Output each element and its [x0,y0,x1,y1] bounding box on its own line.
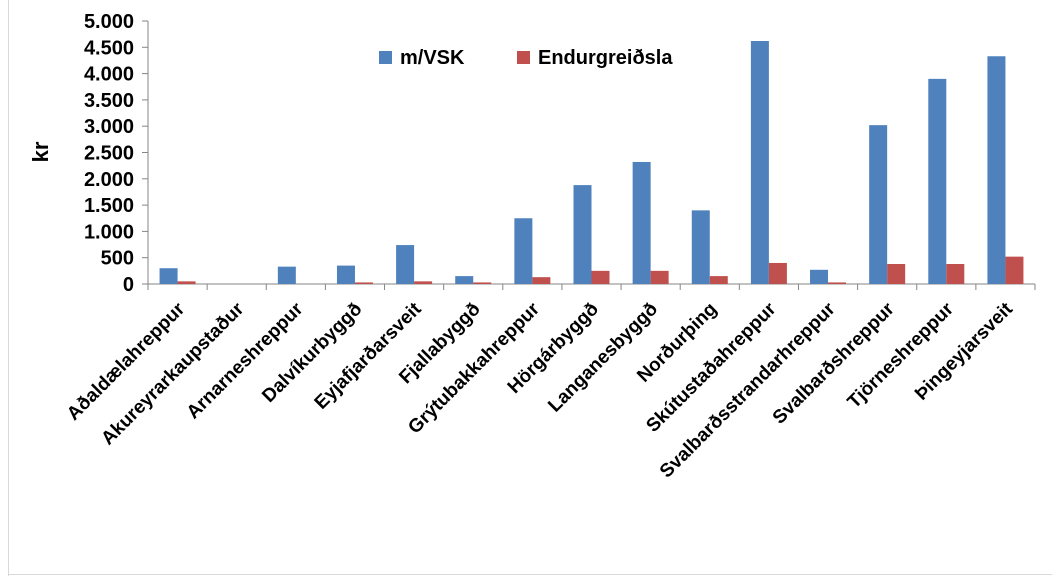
bar-series-1 [987,56,1006,284]
bar-series-2 [354,282,373,284]
bar-series-1 [810,269,829,284]
bar-series-2 [532,277,551,284]
x-axis [147,283,1036,290]
bar-series-1 [159,268,178,284]
bars [159,40,1024,284]
legend-swatch-series-1 [379,51,392,64]
y-tick-label: 2.500 [84,143,134,165]
bar-series-2 [709,276,728,284]
x-tick-label: Tjörneshreppur [844,298,959,413]
bar-series-2 [946,264,965,284]
bar-series-1 [750,40,769,284]
y-axis-label: kr [28,141,53,162]
y-tick-label: 3.500 [84,90,134,112]
bar-series-2 [887,264,906,284]
y-tick-label: 3.000 [84,116,134,138]
bar-series-1 [928,78,947,284]
bar-series-2 [591,270,610,284]
x-tick-label: Langanesbyggð [544,299,662,417]
bar-series-2 [768,262,787,284]
bar-series-2 [177,281,196,284]
bar-series-1 [573,185,592,284]
y-tick-label: 1.500 [84,195,134,217]
y-tick-label: 4.000 [84,64,134,86]
x-tick-label: Dalvíkurbyggð [258,299,366,407]
y-axis: 0 500 1.000 1.500 2.000 2.500 3.000 3.500 4.000 4… [84,11,149,296]
bar-series-2 [650,270,669,284]
y-tick-label: 0 [123,274,134,296]
bar-series-1 [336,265,355,284]
x-tick-labels: AðaldælahreppurAkureyrarkaupstaðurArnarn… [63,298,1017,482]
bar-series-2 [1005,256,1024,284]
legend: m/VSK Endurgreiðsla [379,47,673,69]
bar-series-1 [869,125,888,284]
legend-label-series-1: m/VSK [400,47,465,69]
bar-series-1 [455,276,474,284]
frame-border-left [8,0,9,576]
y-tick-label: 1.000 [84,221,134,243]
bar-series-1 [514,218,533,284]
legend-swatch-series-2 [517,51,530,64]
bar-series-1 [632,161,651,284]
bar-series-1 [277,266,296,284]
y-tick-label: 4.500 [84,37,134,59]
bar-series-1 [396,245,415,284]
bar-series-2 [828,282,847,284]
x-tick-label: Eyjafjarðarsveit [311,298,426,413]
bar-series-1 [691,210,710,284]
y-tick-label: 500 [101,248,134,270]
bar-series-2 [414,281,433,284]
frame-border-bottom [8,574,1052,575]
y-tick-label: 2.000 [84,169,134,191]
legend-label-series-2: Endurgreiðsla [538,47,673,69]
y-tick-label: 5.000 [84,11,134,33]
bar-series-2 [473,282,492,284]
